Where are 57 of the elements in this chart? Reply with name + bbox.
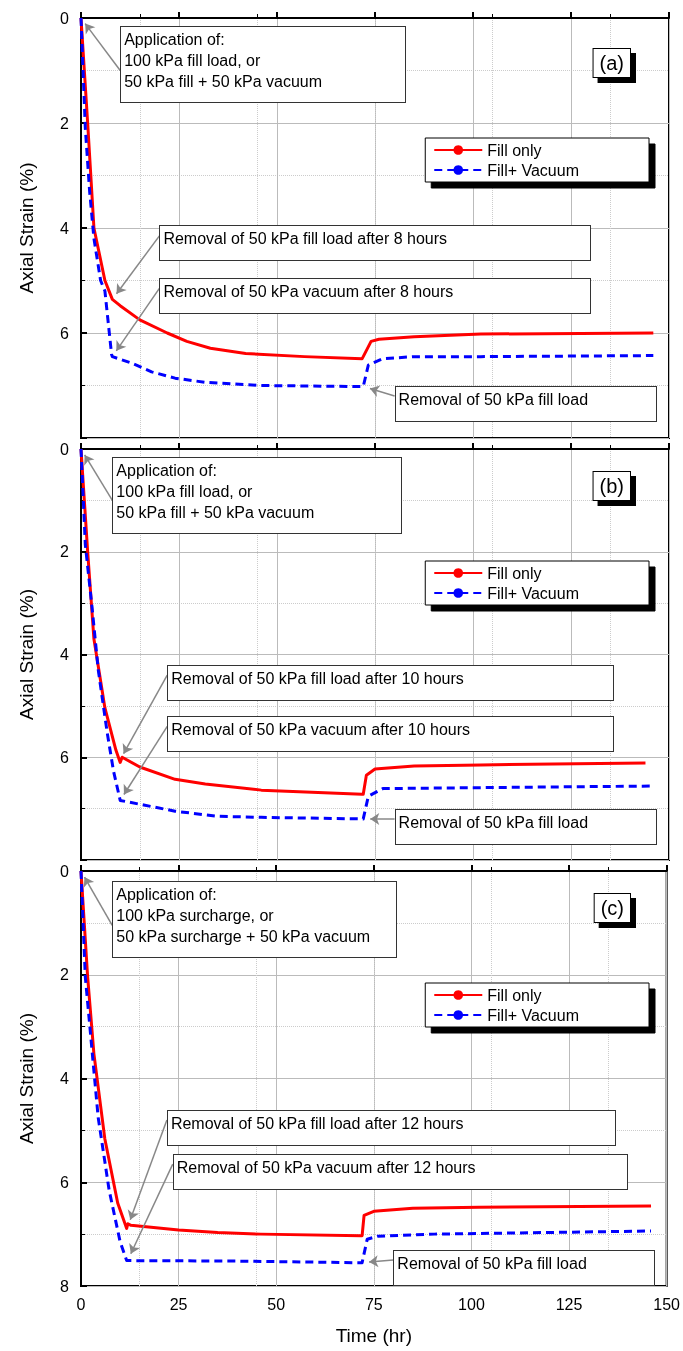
x-tick-label: 150: [653, 1295, 681, 1313]
x-tick-label: 125: [555, 1295, 583, 1313]
annotation: (c): [600, 897, 625, 919]
y-tick-label: 0: [60, 862, 70, 880]
legend-label: Fill+ Vacuum: [487, 161, 579, 179]
y-axis-title: Axial Strain (%): [16, 589, 37, 720]
callout-box: Application of: 100 kPa fill load, or 50 kPa fill + 50 kPa vacuum: [112, 456, 403, 534]
callout-box: Removal of 50 kPa vacuum after 8 hours: [159, 277, 591, 314]
callout-box: Removal of 50 kPa fill load after 10 hours: [167, 664, 615, 701]
annotation: Application of: 100 kPa surcharge, or 50 kPa surcharge + 50 kPa vacuum: [116, 886, 371, 946]
callout-box: Removal of 50 kPa vacuum after 10 hours: [167, 716, 615, 753]
y-axis-title: Axial Strain (%): [16, 1013, 37, 1144]
x-tick-label: 50: [267, 1295, 286, 1313]
annotation: Removal of 50 kPa vacuum after 10 hours: [171, 721, 471, 739]
legend-label: Fill+ Vacuum: [487, 584, 579, 602]
legend-label: Fill only: [487, 986, 542, 1004]
callout-box: Removal of 50 kPa fill load after 12 hours: [166, 1109, 616, 1146]
annotation: Application of: 100 kPa fill load, or 50 kPa fill + 50 kPa vacuum: [116, 461, 315, 521]
annotation: (b): [599, 475, 625, 497]
callout-box: Removal of 50 kPa fill load: [394, 385, 658, 422]
legend-label: Fill only: [487, 141, 542, 159]
annotation: Removal of 50 kPa fill load: [398, 390, 589, 408]
legend-label: Fill+ Vacuum: [487, 1006, 579, 1024]
callout-box: Application of: 100 kPa surcharge, or 50 kPa surcharge + 50 kPa vacuum: [112, 881, 398, 959]
callout-box: Removal of 50 kPa fill load: [394, 808, 658, 845]
callout-box: Application of: 100 kPa fill load, or 50 kPa fill + 50 kPa vacuum: [120, 25, 407, 103]
x-axis-title: Time (hr): [335, 1325, 412, 1346]
annotation: Removal of 50 kPa fill load: [397, 1254, 587, 1272]
x-tick-label: 100: [458, 1295, 485, 1313]
y-axis-title: Axial Strain (%): [16, 162, 37, 294]
y-tick-label: 4: [60, 1070, 70, 1087]
x-tick-label: 25: [169, 1295, 188, 1313]
y-tick-label: 4: [60, 646, 70, 663]
y-tick-label: 4: [60, 219, 70, 237]
y-tick-label: 6: [60, 324, 70, 342]
callout-box: Removal of 50 kPa vacuum after 12 hours: [172, 1153, 628, 1190]
y-tick-label: 6: [60, 1173, 70, 1191]
annotation: Removal of 50 kPa vacuum after 12 hours: [176, 1158, 476, 1176]
x-tick-label: 75: [364, 1295, 383, 1313]
callout-box: Removal of 50 kPa fill load: [393, 1249, 655, 1286]
annotation: Removal of 50 kPa fill load after 10 hours: [171, 669, 464, 687]
y-tick-label: 8: [60, 1277, 70, 1295]
annotation: Removal of 50 kPa fill load after 8 hours: [163, 230, 448, 248]
callout-box: Removal of 50 kPa fill load after 8 hours: [159, 225, 591, 262]
y-tick-label: 6: [60, 748, 70, 766]
annotation: Removal of 50 kPa fill load: [398, 813, 589, 831]
annotation: Removal of 50 kPa vacuum after 8 hours: [163, 282, 454, 300]
legend-label: Fill only: [487, 564, 542, 582]
annotation: Removal of 50 kPa fill load after 12 hours: [170, 1114, 464, 1132]
y-tick-label: 0: [60, 440, 70, 458]
x-tick-label: 0: [76, 1295, 86, 1313]
y-tick-label: 0: [60, 9, 70, 27]
y-tick-label: 2: [60, 114, 70, 132]
y-tick-label: 2: [60, 966, 70, 984]
y-tick-label: 2: [60, 543, 70, 561]
annotation: (a): [599, 52, 625, 74]
annotation: Application of: 100 kPa fill load, or 50 kPa fill + 50 kPa vacuum: [124, 30, 323, 90]
